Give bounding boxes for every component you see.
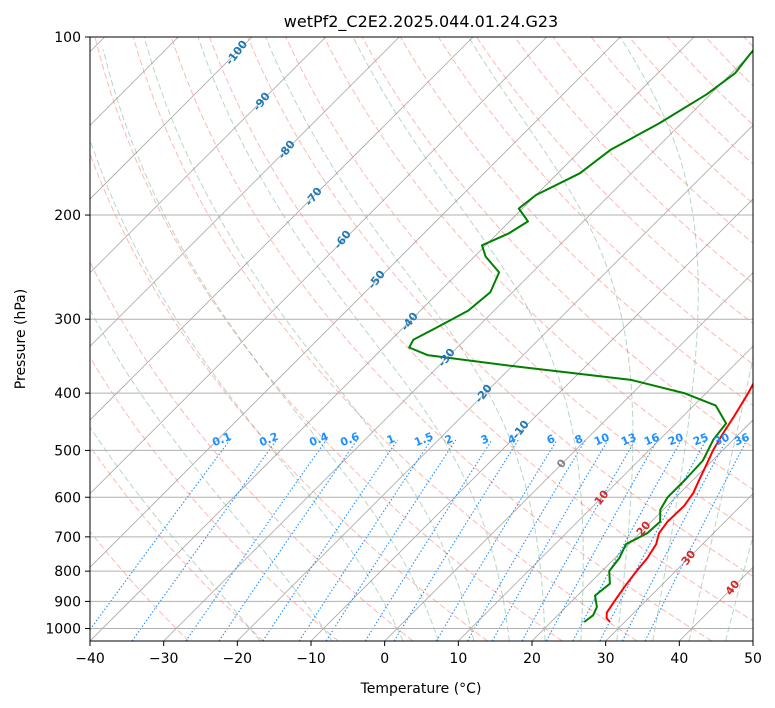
mixing-ratio-line [599,439,707,641]
dry-adiabat-line [90,445,264,641]
mixing-ratio-line [131,439,278,641]
mixing-ratio-label: 10 [592,431,611,449]
x-tick-label: −30 [149,651,179,667]
dry-adiabat-line [94,37,563,641]
dewpoint-profile [408,48,753,623]
dry-adiabat-line [90,152,488,641]
isotherm-line [458,345,753,641]
pressure-grid [90,37,753,629]
mixing-ratio-line [572,439,682,641]
mixing-ratio-line [364,439,493,641]
dry-adiabat-line [437,37,753,365]
isopleth-lines [90,37,753,641]
y-tick-label: 1000 [45,621,81,637]
moist-adiabat-line [688,355,753,641]
moist-adiabat-line [352,37,584,641]
mixing-ratio-line [435,439,558,641]
y-tick-label: 300 [54,312,81,328]
temperature-profile [605,382,753,623]
mixing-ratio-line [298,439,432,641]
moist-adiabat-line [265,37,546,641]
mixing-ratio-label: 1 [385,432,397,447]
mixing-ratio-label: 36 [732,431,751,449]
chart-title: wetPf2_C2E2.2025.044.01.24.G23 [284,12,558,32]
x-tick-label: 0 [380,651,389,667]
y-tick-label: 200 [54,208,81,224]
dry-adiabat-line [170,37,712,641]
y-tick-label: 700 [54,530,81,546]
mixing-ratio-label: 8 [573,432,585,447]
isotherm-line [90,37,400,347]
mixing-ratio-label: 3 [479,432,491,447]
dry-adiabat-line [247,37,753,577]
y-tick-label: 800 [54,564,81,580]
isotherm-line [237,124,753,641]
mixing-ratio-label: 20 [666,431,685,449]
mixing-ratio-label: 25 [691,431,710,449]
isotherm-line [90,37,621,568]
y-tick-label: 400 [54,386,81,402]
mixing-ratio-label: 30 [712,431,731,449]
y-tick-label: 900 [54,594,81,610]
y-tick-label: 500 [54,443,81,459]
isotherm-line [90,37,547,495]
dry-adiabat-line [132,37,638,641]
mixing-ratio-label: 13 [619,431,638,449]
isotherm-line [90,37,253,200]
plot-frame [89,36,754,642]
x-tick-label: −10 [296,651,326,667]
mixing-ratio-label: 2 [443,432,455,447]
x-tick-label: 50 [744,651,762,667]
dry-adiabat-line [514,37,753,284]
moist-adiabat-line [143,37,475,641]
isotherm-line [90,37,326,274]
mixing-ratio-line [621,439,727,641]
isotherm-line [163,51,753,641]
y-axis-label: Pressure (hPa) [13,289,29,389]
dry-adiabat-line [90,530,190,641]
moist-adiabat-line [90,426,261,641]
dry-adiabat-line [209,37,753,622]
mixing-ratio-line [262,439,399,641]
x-tick-label: 10 [449,651,467,667]
moist-adiabat-line [90,138,404,641]
mixing-ratio-line [185,439,327,641]
x-tick-label: 20 [523,651,541,667]
moist-adiabat-line [197,37,510,641]
dry-adiabat-line [285,37,753,534]
isotherm-line [90,37,695,641]
dry-adiabat-line [90,260,414,641]
mixing-ratio-line [545,439,658,641]
dry-adiabat-line [399,37,753,407]
axis-ticks: −40 −30 −20 −10 0 10 20 30 40 50 100 200 300 400 500 60… [45,30,762,667]
plot-area: -100-90-80-70-60-50-40-30-20-10010203040… [90,37,753,641]
x-tick-label: −20 [223,651,253,667]
x-tick-label: 40 [670,651,688,667]
sounding-profiles [408,48,753,623]
moist-adiabat-line [102,49,439,641]
mixing-ratio-label: 16 [642,431,661,449]
mixing-ratio-line [467,439,586,641]
x-tick-label: −40 [75,651,105,667]
mixing-ratio-line [393,439,519,641]
x-axis-label: Temperature (°C) [360,681,482,697]
mixing-ratio-line [218,439,358,641]
isotherm-line [605,493,753,641]
isotherm-line [90,37,474,421]
y-tick-label: 600 [54,490,81,506]
mixing-ratio-line [325,439,457,641]
y-tick-label: 100 [54,30,81,46]
x-tick-label: 30 [597,651,615,667]
moist-adiabat-line [468,37,634,641]
isotherm-line [384,272,753,641]
